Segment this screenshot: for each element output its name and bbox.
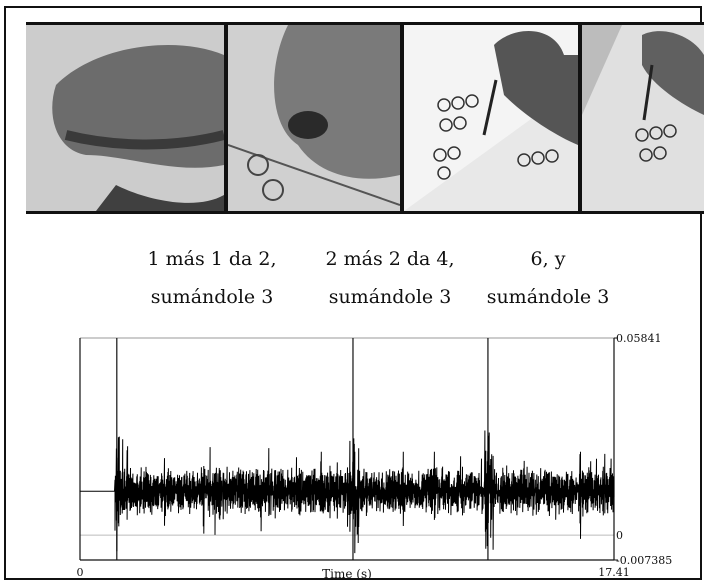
caption-3-line-2: sumándole 3 [486, 286, 610, 308]
waveform-chart: 0 17.41 0.05841 0 -0.007385 Time (s) [77, 332, 673, 580]
caption-2-line-2: sumándole 3 [328, 286, 452, 308]
video-frame-2 [228, 25, 400, 211]
waveform-series [79, 430, 615, 554]
caption-1: 1 más 1 da 2, sumándole 3 [128, 240, 296, 316]
caption-3-line-1: 6, y [530, 248, 566, 270]
x-tick-label-end: 17.41 [598, 566, 630, 579]
video-frame-3 [404, 25, 578, 211]
caption-2-line-1: 2 más 2 da 4, [325, 248, 455, 270]
y-tick-label-max: 0.05841 [616, 332, 662, 345]
caption-1-line-2: sumándole 3 [150, 286, 274, 308]
x-tick-label-0: 0 [77, 566, 84, 579]
y-tick-label-zero: 0 [616, 529, 623, 542]
caption-3: 6, y sumándole 3 [476, 240, 620, 316]
video-frame-4 [582, 25, 704, 211]
caption-1-line-1: 1 más 1 da 2, [147, 248, 277, 270]
x-axis-title: Time (s) [322, 567, 372, 580]
caption-2: 2 más 2 da 4, sumándole 3 [314, 240, 466, 316]
photo-strip [26, 22, 704, 214]
video-frame-1 [26, 25, 224, 211]
y-tick-label-min: -0.007385 [616, 554, 672, 567]
